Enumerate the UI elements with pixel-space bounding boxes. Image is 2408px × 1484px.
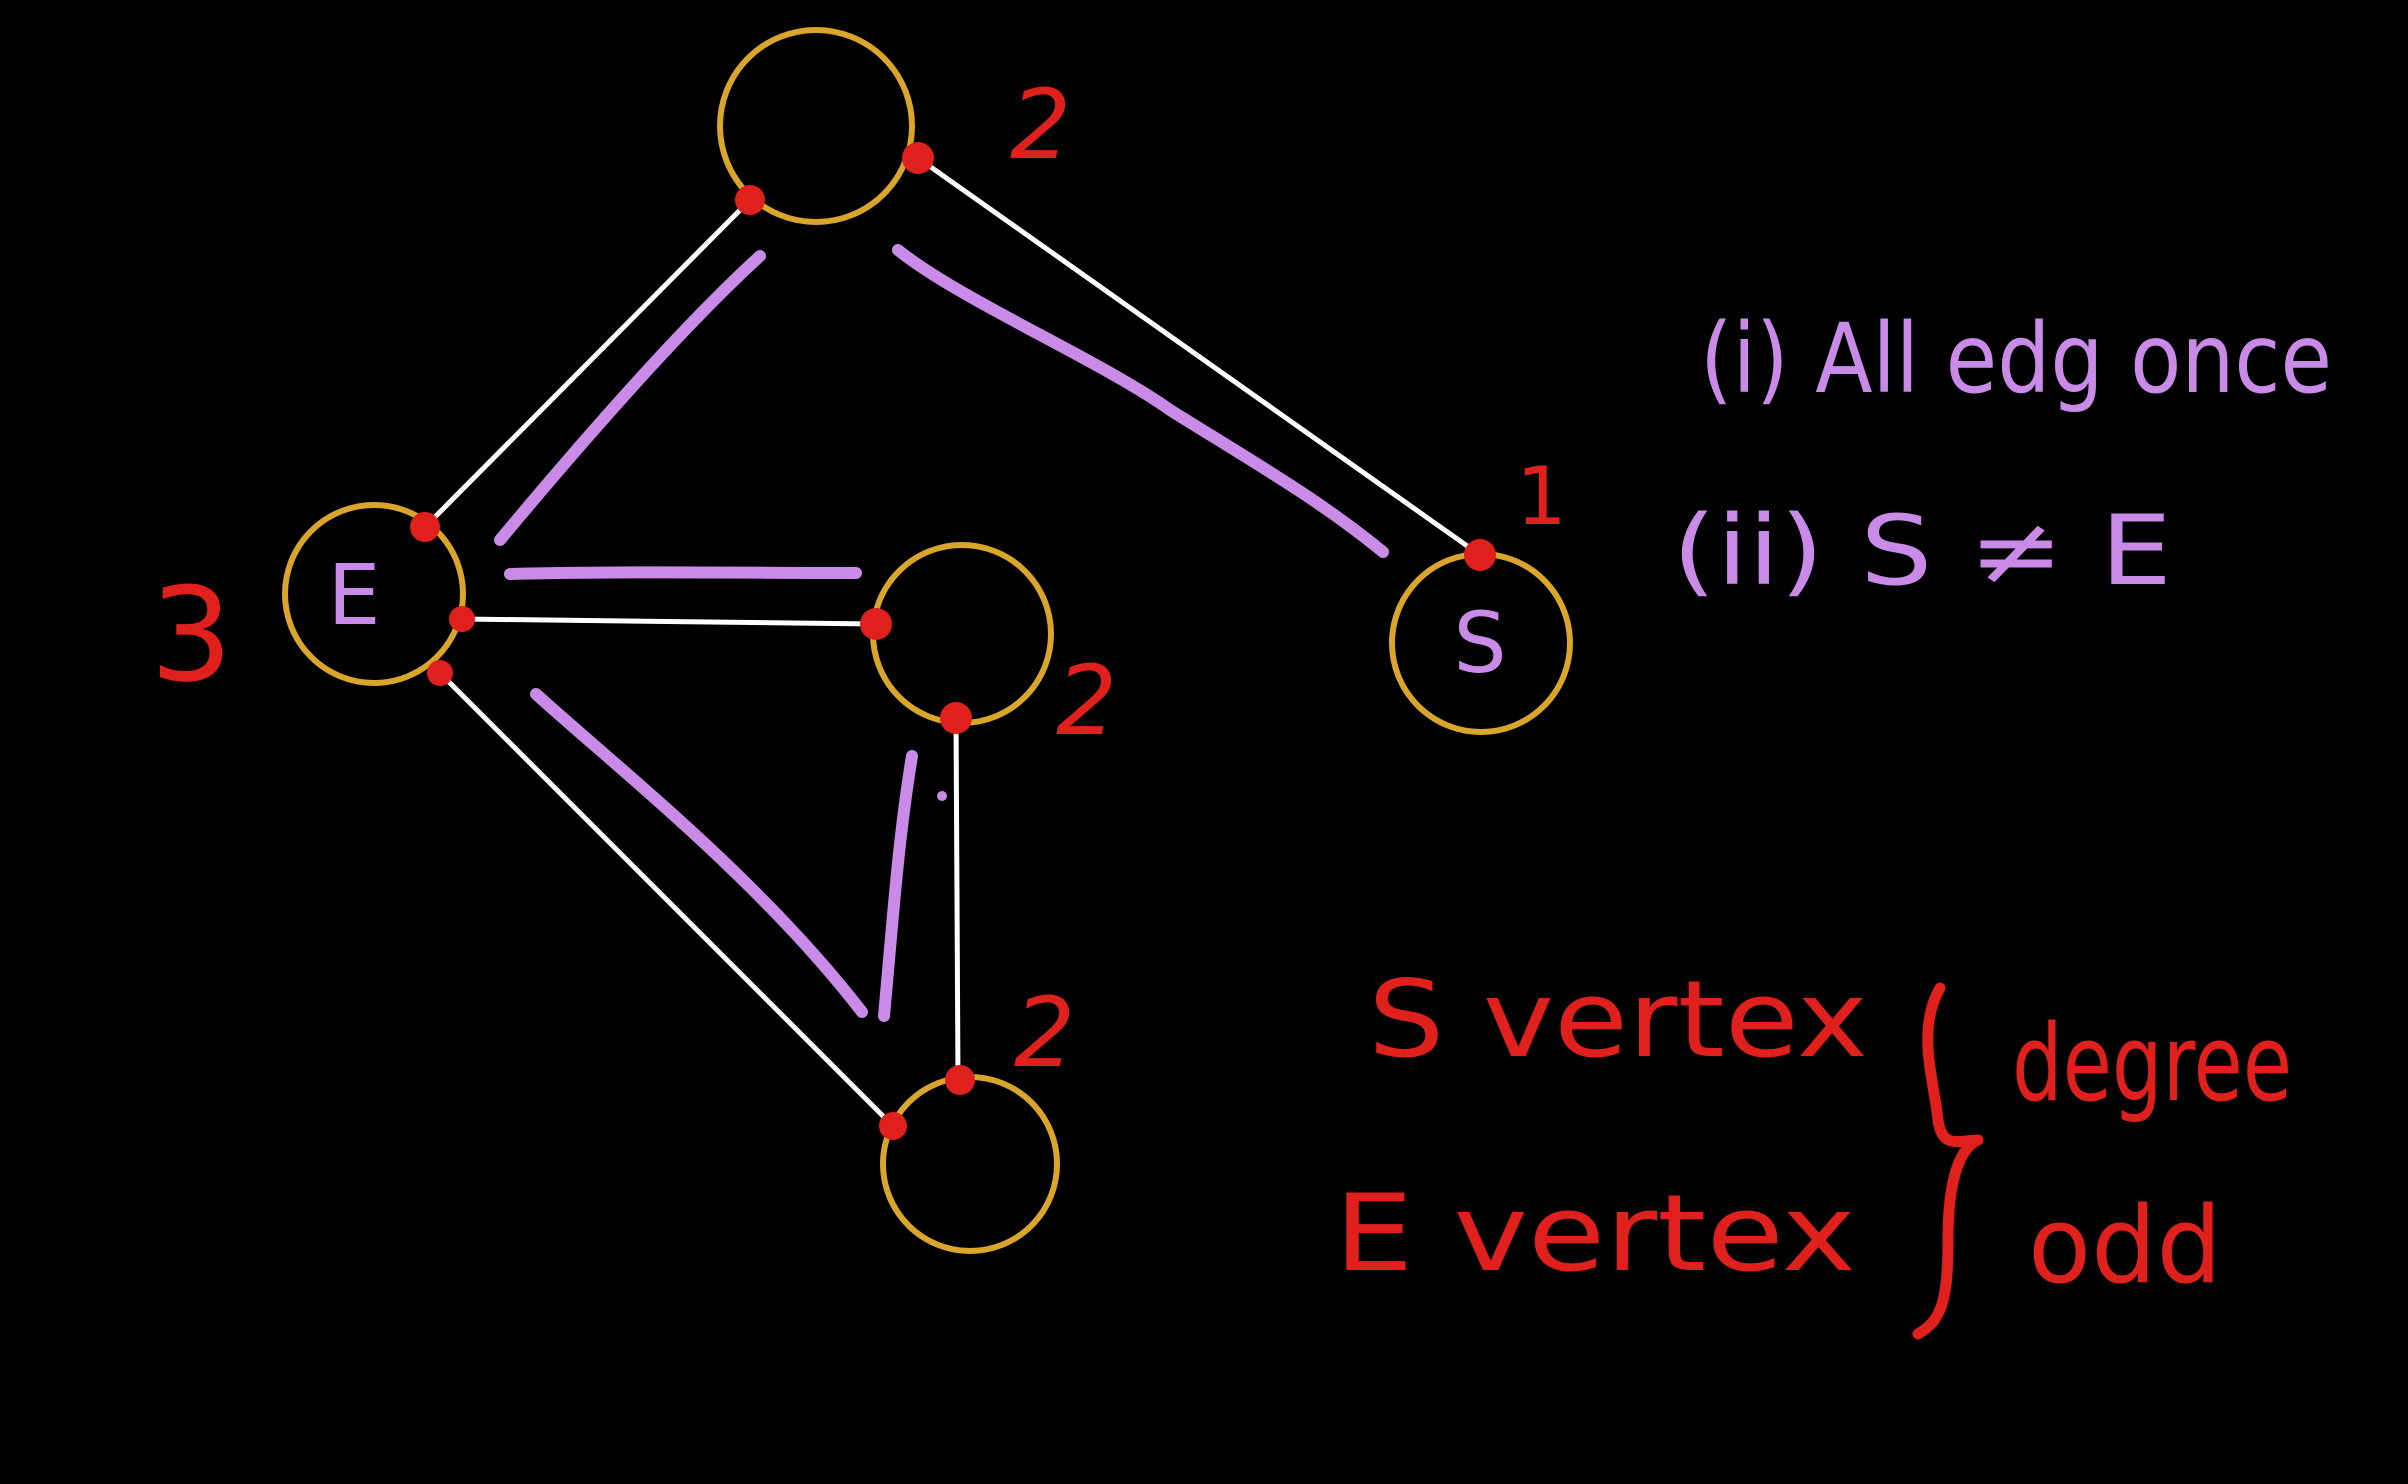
curly-brace	[1912, 982, 1984, 1340]
vertex-bottom	[880, 1074, 1060, 1254]
degree-label-bottom: 2	[1014, 977, 1075, 1089]
vertex-middle	[870, 542, 1054, 726]
note-s-vertex: S vertex	[1368, 958, 1868, 1081]
edge-top-s	[915, 155, 1483, 558]
degree-label-s: 1	[1516, 450, 1567, 543]
endpoint-dot	[427, 660, 453, 686]
edge-middle-bottom	[953, 715, 961, 1083]
endpoint-dot	[1464, 539, 1496, 571]
endpoint-dot	[945, 1065, 975, 1095]
endpoint-dot	[902, 142, 934, 174]
trace-stroke-s-to-top	[892, 244, 1389, 558]
degree-label-top: 2	[1010, 69, 1071, 181]
vertex-e	[282, 502, 466, 686]
edge-top-e	[422, 197, 753, 530]
vertex-top	[717, 27, 915, 225]
endpoint-dot	[449, 606, 475, 632]
trace-stroke-e-to-bottom	[530, 688, 868, 1018]
trace-stroke-top-to-e	[494, 250, 766, 546]
graph-edges	[422, 155, 1483, 1129]
endpoint-dot	[879, 1112, 907, 1140]
note-odd: odd	[2028, 1184, 2222, 1307]
endpoint-dot	[410, 512, 440, 542]
vertex-label-e: E	[327, 546, 380, 644]
edge-endpoint-dots	[410, 142, 1496, 1140]
endpoint-dot	[940, 702, 972, 734]
endpoint-dot	[860, 608, 892, 640]
vertex-label-s: S	[1453, 594, 1506, 692]
stray-mark	[937, 791, 947, 801]
note-e-vertex: E vertex	[1334, 1172, 1856, 1295]
trace-stroke-e-to-middle	[504, 566, 862, 580]
condition-all-edges-once: (i) All edg once	[1700, 303, 2332, 415]
endpoint-dot	[735, 185, 765, 215]
note-degree: degree	[2012, 1002, 2292, 1125]
condition-start-not-end: (ii) S ≠ E	[1672, 495, 2172, 607]
degree-label-middle: 2	[1056, 645, 1117, 757]
edge-e-middle	[459, 616, 879, 627]
euler-path-trace	[494, 244, 1389, 1022]
edge-e-bottom	[437, 670, 896, 1129]
trace-stroke-bottom-to-middle	[878, 750, 918, 1022]
degree-label-e: 3	[150, 559, 233, 711]
